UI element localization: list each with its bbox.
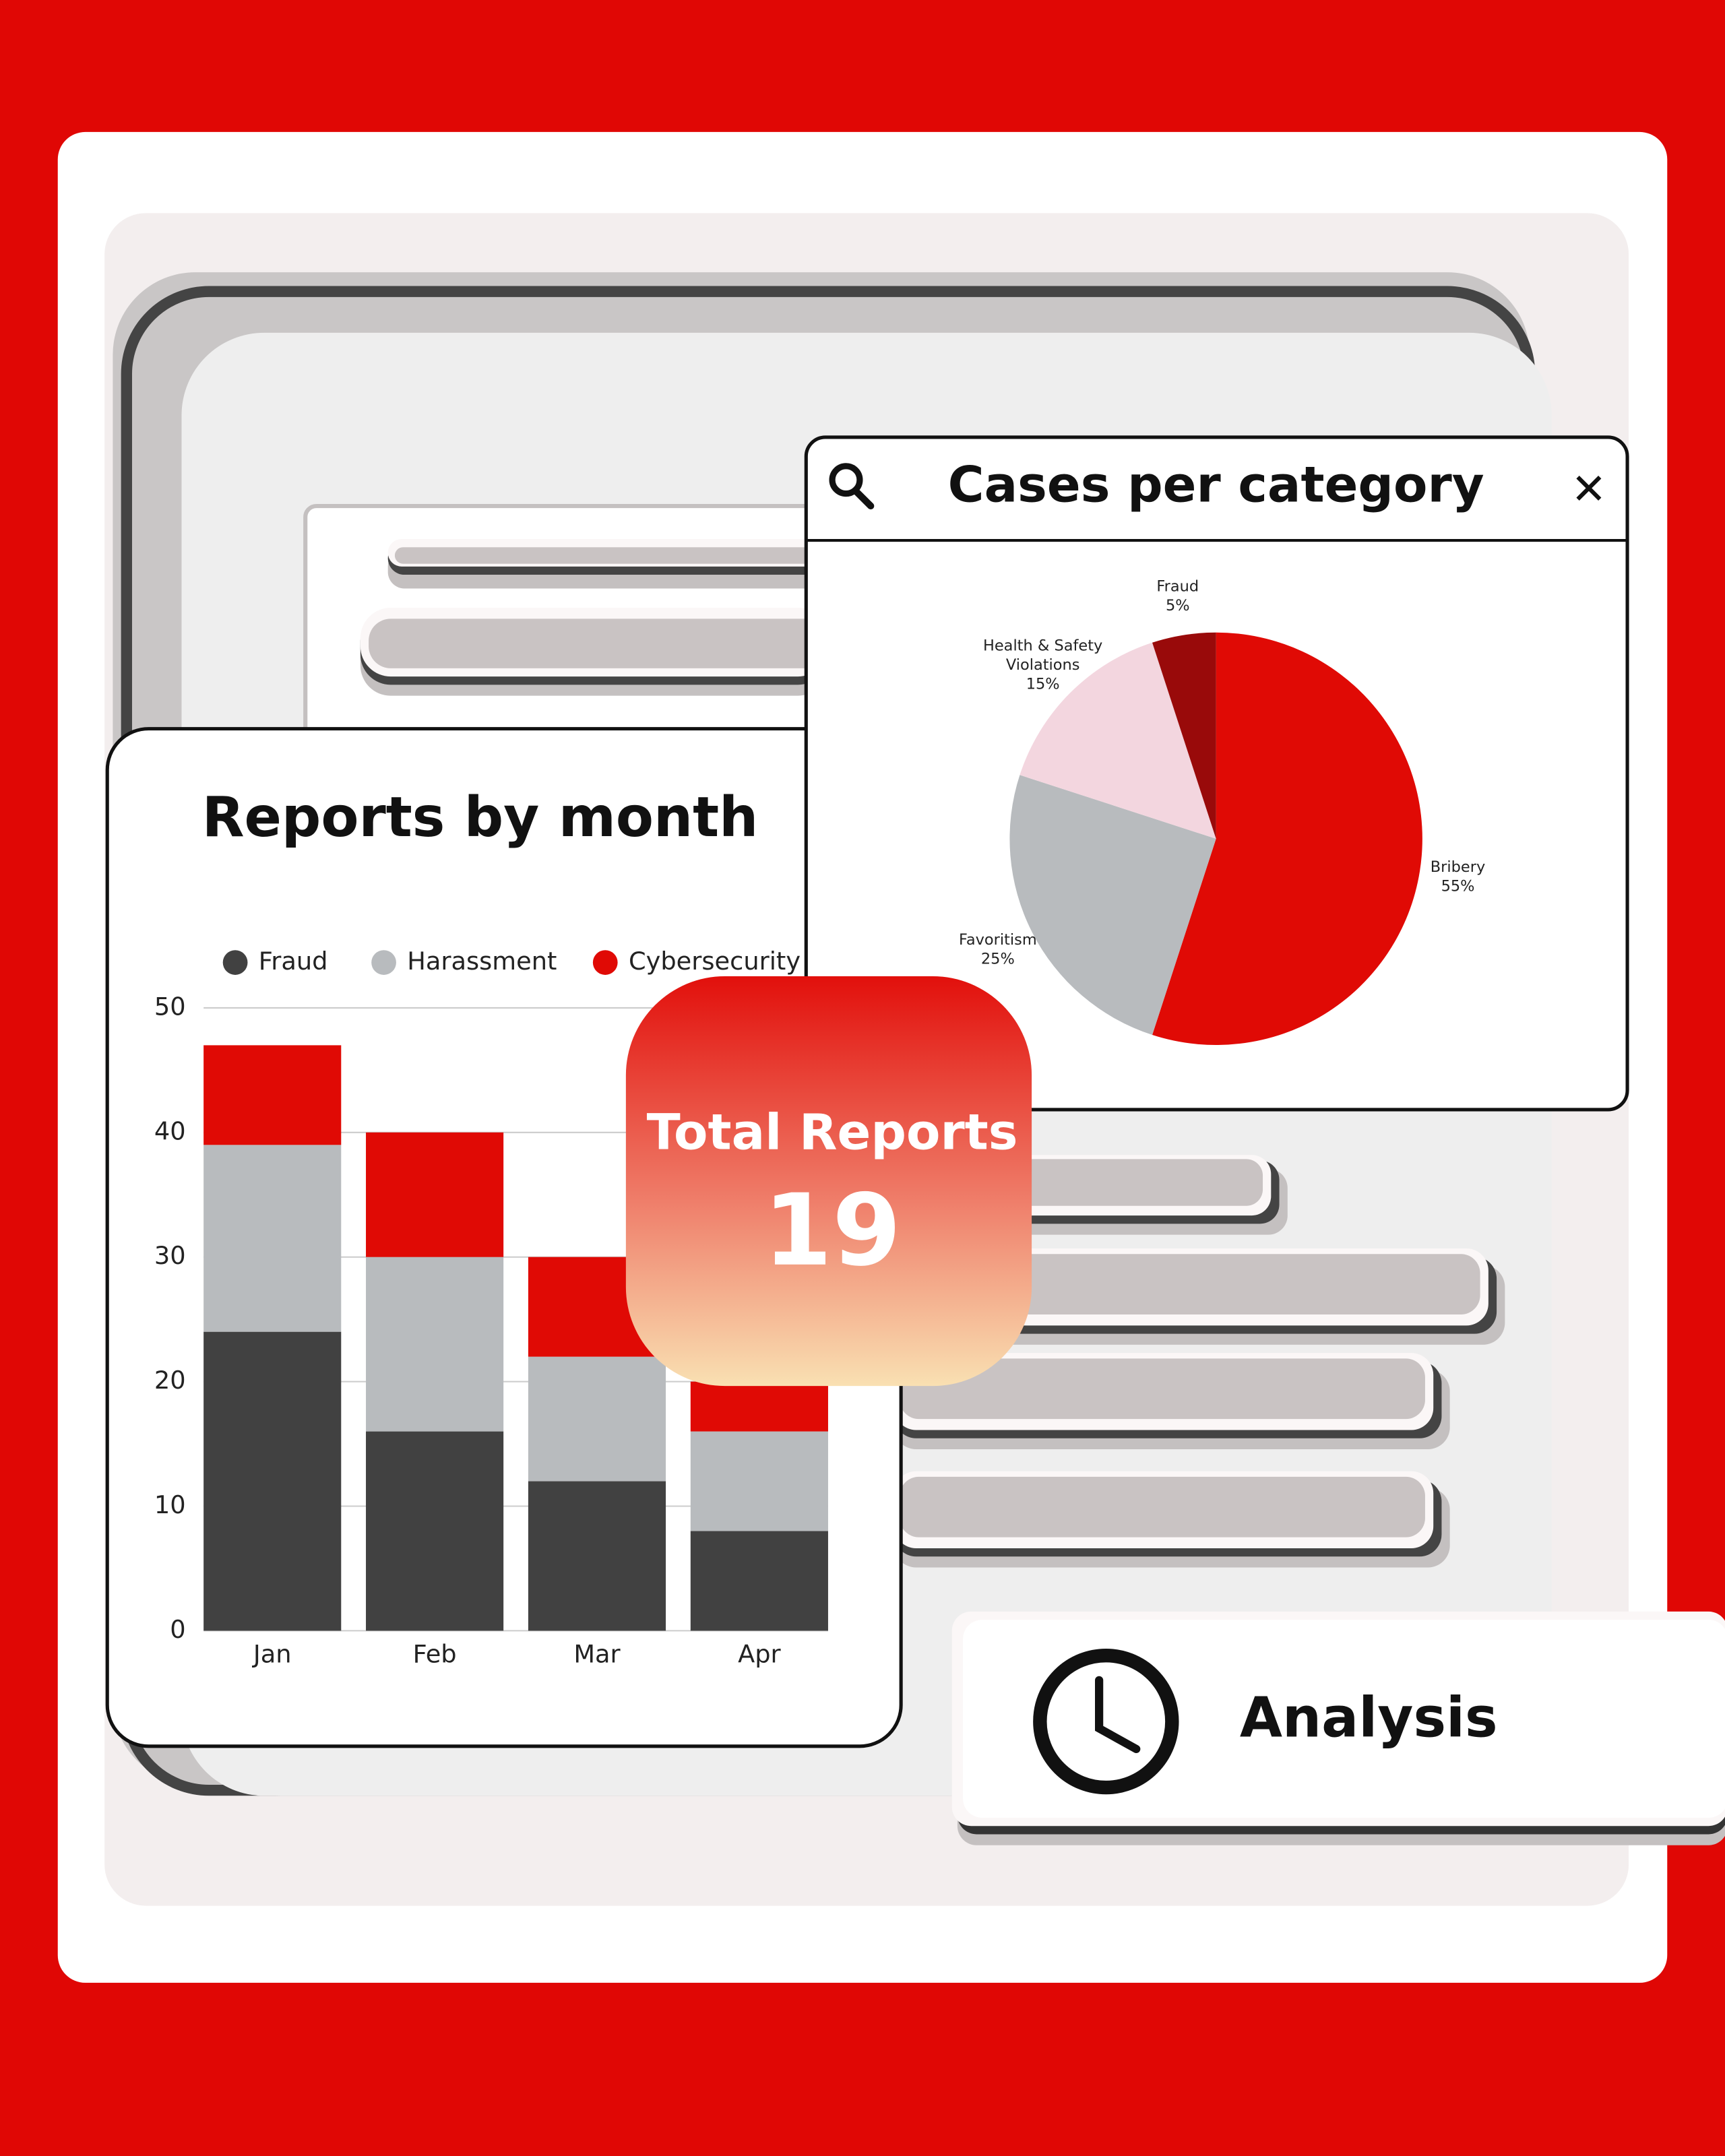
pie-label-name: Bribery <box>1430 858 1486 876</box>
legend-label: Fraud <box>259 947 328 976</box>
pie-slice <box>1009 775 1216 1036</box>
bar-segment <box>690 1531 828 1631</box>
bar-segment <box>366 1257 504 1432</box>
search-icon[interactable] <box>829 463 875 510</box>
x-tick-label: Apr <box>738 1640 781 1669</box>
chart-title: Cases per category <box>948 457 1484 514</box>
pie-slice <box>1152 632 1422 1046</box>
pie-label-name: Health & Safety Violations <box>982 637 1103 674</box>
legend-label: Cybersecurity <box>629 947 801 976</box>
y-tick-label: 30 <box>154 1241 186 1270</box>
pie-label-value: 25% <box>980 949 1015 968</box>
pie-label-value: 5% <box>1165 597 1190 615</box>
x-tick-label: Jan <box>252 1640 292 1669</box>
y-tick-label: 10 <box>154 1490 186 1519</box>
pie-label-name: Favoritism <box>958 930 1037 949</box>
pie-label-name: Fraud <box>1156 577 1199 596</box>
y-tick-label: 40 <box>154 1116 186 1145</box>
legend-swatch <box>371 950 396 975</box>
badge-value: 19 <box>763 1173 902 1288</box>
bar-segment <box>690 1381 828 1432</box>
legend-swatch <box>592 950 618 975</box>
x-tick-label: Mar <box>573 1640 621 1669</box>
bar-segment <box>366 1431 504 1631</box>
bar-segment <box>528 1356 666 1482</box>
bar-segment <box>203 1045 342 1145</box>
y-tick-label: 50 <box>154 992 186 1021</box>
pie-label-box: Fraud 5% <box>1102 556 1254 638</box>
pie-label-value: 15% <box>1026 675 1060 693</box>
y-tick-label: 20 <box>154 1366 186 1395</box>
footer-label: Analysis <box>1240 1686 1498 1750</box>
bar-segment <box>366 1132 504 1257</box>
pie-slice <box>1020 642 1216 839</box>
badge-label: Total Reports <box>647 1104 1018 1162</box>
y-tick-label: 0 <box>170 1615 185 1644</box>
chart-title: Reports by month <box>202 786 759 850</box>
pie-label-box: Favoritism 25% <box>922 909 1074 991</box>
pie-label-value: 55% <box>1441 877 1475 895</box>
bar-segment <box>528 1481 666 1631</box>
bar-segment <box>203 1145 342 1332</box>
pie-label-box: Health & Safety Violations 15% <box>967 625 1119 707</box>
total-badge <box>625 976 1032 1387</box>
pie-slice <box>1152 632 1216 839</box>
pie-label-box: Bribery 55% <box>1382 835 1534 918</box>
bar-segment <box>203 1331 342 1631</box>
close-icon[interactable] <box>1576 475 1602 501</box>
legend-label: Harassment <box>407 947 557 976</box>
legend-swatch <box>222 950 248 975</box>
bar-segment <box>690 1431 828 1531</box>
x-tick-label: Feb <box>413 1640 457 1669</box>
analysis-card <box>951 1611 1725 1845</box>
